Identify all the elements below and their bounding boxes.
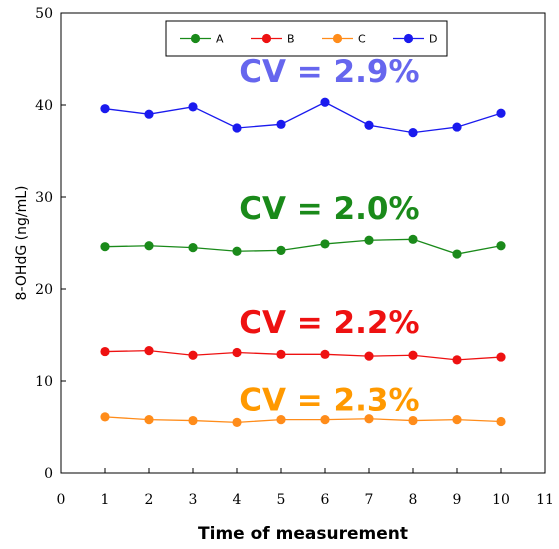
series-b	[100, 346, 506, 365]
x-tick-label: 6	[321, 492, 330, 508]
data-point	[320, 349, 330, 359]
y-axis-label: 8-OHdG (ng/mL)	[14, 186, 30, 301]
data-point	[232, 123, 242, 133]
x-tick-label: 4	[233, 492, 242, 508]
x-axis-label: Time of measurement	[198, 524, 408, 544]
cv-annotation: CV = 2.2%	[239, 305, 419, 341]
y-tick-label: 40	[35, 98, 53, 114]
data-point	[408, 234, 418, 244]
data-point	[364, 351, 374, 361]
data-point	[276, 349, 286, 359]
data-point	[232, 246, 242, 256]
legend-marker	[403, 33, 414, 44]
data-point	[452, 355, 462, 365]
x-tick-label: 2	[145, 492, 154, 508]
data-point	[408, 128, 418, 138]
cv-annotations: CV = 2.9% CV = 2.0% CV = 2.2% CV = 2.3%	[239, 54, 419, 418]
y-tick-label: 30	[35, 190, 53, 206]
data-point	[144, 415, 154, 425]
data-point	[232, 417, 242, 427]
x-tick-label: 9	[453, 492, 462, 508]
cv-annotation: CV = 2.0%	[239, 191, 419, 227]
data-point	[452, 122, 462, 132]
y-tick-label: 20	[35, 282, 53, 298]
x-tick-label: 3	[189, 492, 198, 508]
data-point	[144, 109, 154, 119]
series-line	[104, 238, 502, 255]
data-point	[188, 243, 198, 253]
legend-label: D	[429, 33, 437, 46]
legend: A B C D	[165, 20, 448, 57]
series-layer	[100, 97, 506, 427]
legend-marker	[261, 33, 272, 44]
plot-area-frame	[60, 12, 546, 474]
axes	[60, 12, 546, 474]
data-point	[100, 242, 110, 252]
y-tick-label: 10	[35, 374, 53, 390]
data-point	[496, 108, 506, 118]
data-point	[408, 415, 418, 426]
data-point	[364, 235, 374, 245]
x-tick-label: 10	[492, 492, 510, 508]
data-point	[144, 241, 154, 251]
series-line	[104, 101, 502, 134]
x-tick-label: 8	[409, 492, 418, 508]
legend-label: B	[287, 33, 295, 46]
data-point	[276, 245, 286, 255]
x-tick-label: 1	[101, 492, 110, 508]
x-tick-label: 0	[57, 492, 66, 508]
x-tick-label: 7	[365, 492, 374, 508]
data-point	[364, 414, 374, 424]
series-d	[100, 97, 506, 138]
y-tick-label: 0	[44, 466, 53, 482]
legend-label: C	[358, 33, 366, 46]
data-point	[188, 350, 198, 360]
data-point	[452, 249, 462, 259]
legend-marker	[332, 33, 343, 44]
x-axis-ticks: 0 1 2 3 4 5 6 7 8 9 10 11	[57, 468, 554, 508]
data-point	[320, 239, 330, 249]
x-tick-label: 11	[536, 492, 554, 508]
data-point	[100, 412, 110, 422]
data-point	[320, 415, 330, 425]
data-point	[496, 416, 506, 427]
series-c	[100, 412, 506, 427]
cv-annotation: CV = 2.3%	[239, 382, 419, 418]
data-point	[188, 415, 198, 426]
y-tick-label: 50	[35, 6, 53, 22]
data-point	[100, 346, 110, 357]
series-line	[104, 416, 502, 424]
data-point	[232, 347, 242, 358]
x-tick-label: 5	[277, 492, 286, 508]
series-a	[100, 234, 506, 259]
data-point	[364, 120, 374, 130]
series-line	[104, 349, 502, 361]
data-point	[276, 415, 286, 425]
legend-marker	[190, 33, 201, 44]
y-axis-ticks: 0 10 20 30 40 50	[35, 6, 66, 482]
legend-label: A	[216, 33, 224, 46]
data-point	[496, 241, 506, 251]
data-point	[100, 104, 110, 114]
data-point	[276, 119, 286, 129]
data-point	[452, 415, 462, 425]
data-point	[144, 346, 154, 356]
data-point	[408, 350, 418, 360]
data-point	[496, 352, 506, 362]
data-point	[320, 97, 330, 107]
cv-annotation: CV = 2.9%	[239, 54, 419, 90]
data-point	[188, 102, 198, 112]
